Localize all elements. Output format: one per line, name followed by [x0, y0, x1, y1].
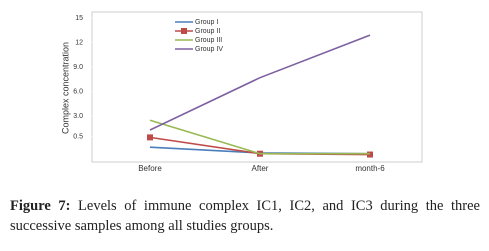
caption-label: Figure 7: [10, 198, 71, 214]
y-tick-label: 15 [75, 15, 83, 22]
y-tick-label: 12 [75, 39, 83, 46]
caption-text: Levels of immune complex IC1, IC2, and I… [10, 198, 480, 234]
y-tick-label: 3.0 [73, 113, 83, 120]
y-axis-title: Complex concentration [60, 42, 70, 134]
series-line [149, 34, 371, 131]
x-tick-label: month-6 [355, 164, 385, 173]
legend-marker [181, 28, 187, 34]
series-line [149, 119, 370, 155]
legend-label: Group II [195, 28, 220, 35]
point [147, 134, 153, 141]
x-tick-label: Before [138, 164, 162, 173]
legend-label: Group I [195, 19, 218, 26]
point [367, 151, 373, 158]
chart: Complex concentration 0.5 3.0 6.0 9.0 12 15 Be… [60, 11, 423, 173]
caption: Figure 7: Levels of immune complex IC1, … [10, 196, 480, 236]
plot-frame [91, 11, 423, 163]
x-tick-label: After [252, 164, 269, 173]
legend-label: Group IV [195, 46, 223, 53]
legend-label: Group III [195, 37, 222, 44]
y-tick-label: 0.5 [73, 133, 83, 140]
y-tick-label: 9.0 [73, 64, 83, 71]
y-tick-label: 6.0 [73, 88, 83, 95]
